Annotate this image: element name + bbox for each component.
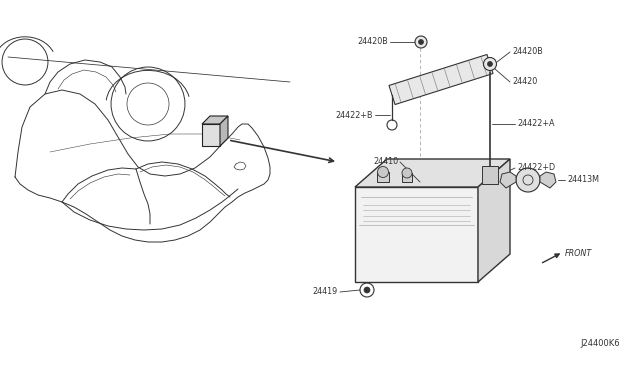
Circle shape [402, 168, 412, 178]
Text: 24419: 24419 [313, 288, 338, 296]
Circle shape [516, 168, 540, 192]
Bar [202, 124, 220, 146]
Circle shape [415, 36, 427, 48]
Circle shape [488, 61, 493, 67]
Text: 24420: 24420 [512, 77, 537, 87]
Text: 24410: 24410 [373, 157, 398, 167]
Text: 24422+A: 24422+A [517, 119, 554, 128]
FancyBboxPatch shape [355, 187, 478, 282]
Polygon shape [478, 159, 510, 282]
Circle shape [364, 287, 370, 293]
Bar [482, 166, 498, 184]
Text: 24413M: 24413M [567, 176, 599, 185]
Polygon shape [540, 172, 556, 188]
Text: FRONT: FRONT [565, 250, 592, 259]
Circle shape [378, 167, 388, 177]
Text: J24400K6: J24400K6 [580, 340, 620, 349]
Polygon shape [220, 116, 228, 146]
Polygon shape [355, 159, 510, 187]
Circle shape [419, 39, 424, 45]
Text: 24420B: 24420B [512, 48, 543, 57]
Text: 24420B: 24420B [357, 38, 388, 46]
Circle shape [483, 58, 497, 71]
Polygon shape [202, 116, 228, 124]
Polygon shape [500, 172, 516, 188]
Text: 24422+D: 24422+D [517, 164, 555, 173]
Bar [402, 173, 412, 182]
Text: 24422+B: 24422+B [335, 110, 373, 119]
Bar [377, 172, 389, 182]
Polygon shape [389, 54, 493, 105]
